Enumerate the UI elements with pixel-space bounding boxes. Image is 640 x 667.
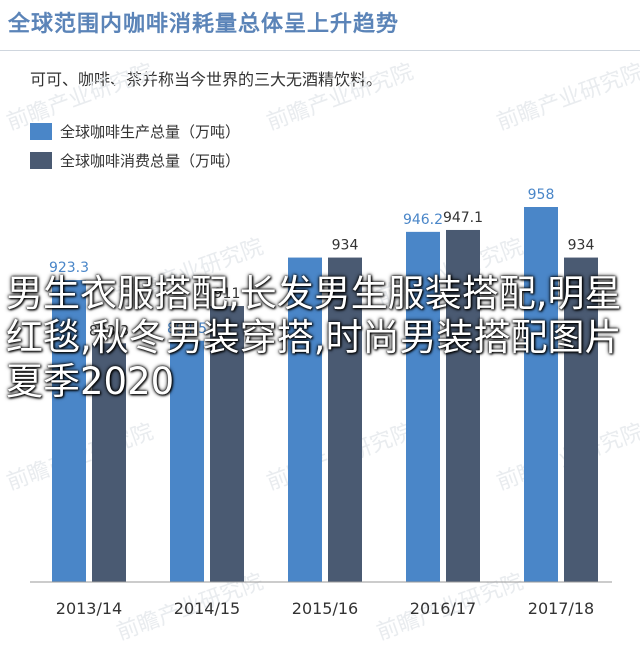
value-label: 958 xyxy=(528,187,555,203)
watermark-text: 前瞻产业研究院 xyxy=(494,59,640,135)
value-label: 923.3 xyxy=(49,260,89,276)
overlay-caption: 男生衣服搭配,长发男生服装搭配,明星红毯,秋冬男装穿搭,时尚男装搭配图片夏季20… xyxy=(6,272,622,403)
legend-label-production: 全球咖啡生产总量（万吨） xyxy=(60,123,240,141)
bar-consumption-2015/16 xyxy=(328,257,362,582)
bar-production-2017/18 xyxy=(524,207,558,582)
title-divider xyxy=(0,50,640,51)
bar-production-2015/16 xyxy=(288,257,322,582)
value-label: 947.1 xyxy=(443,210,483,226)
x-tick-label: 2016/17 xyxy=(410,599,476,618)
chart-subtitle: 可可、咖啡、茶并称当今世界的三大无酒精饮料。 xyxy=(30,70,383,89)
bar-marks xyxy=(52,207,598,582)
bar-consumption-2013/14 xyxy=(92,343,126,582)
watermark-text: 前瞻产业研究院 xyxy=(264,59,417,135)
value-label: 893.3 xyxy=(89,323,129,339)
value-label: 934 xyxy=(568,238,595,254)
bar-production-2014/15 xyxy=(170,340,204,582)
value-label: 911 xyxy=(214,286,241,302)
x-tick-label: 2014/15 xyxy=(174,599,240,618)
x-tick-label: 2015/16 xyxy=(292,599,358,618)
x-tick-label: 2017/18 xyxy=(528,599,594,618)
value-label: 894.5 xyxy=(167,321,207,337)
legend-label-consumption: 全球咖啡消费总量（万吨） xyxy=(60,152,240,170)
legend-swatch-production xyxy=(30,123,52,140)
value-label: 934 xyxy=(332,238,359,254)
bar-consumption-2017/18 xyxy=(564,257,598,582)
value-label: 946.2 xyxy=(403,212,443,228)
x-tick-label: 2013/14 xyxy=(56,599,122,618)
bar-production-2016/17 xyxy=(406,231,440,582)
legend-swatch-consumption xyxy=(30,152,52,169)
bar-consumption-2014/15 xyxy=(210,306,244,582)
page-title: 全球范围内咖啡消耗量总体呈上升趋势 xyxy=(8,12,400,37)
bar-production-2013/14 xyxy=(52,280,86,582)
bar-consumption-2016/17 xyxy=(446,229,480,582)
legend: 全球咖啡生产总量（万吨） 全球咖啡消费总量（万吨） xyxy=(30,123,240,170)
value-labels: 923.3 893.3 894.5 911 934 946.2 947.1 958 934 xyxy=(49,187,594,339)
x-tick-labels: 2013/14 2014/15 2015/16 2016/17 2017/18 xyxy=(56,599,594,618)
